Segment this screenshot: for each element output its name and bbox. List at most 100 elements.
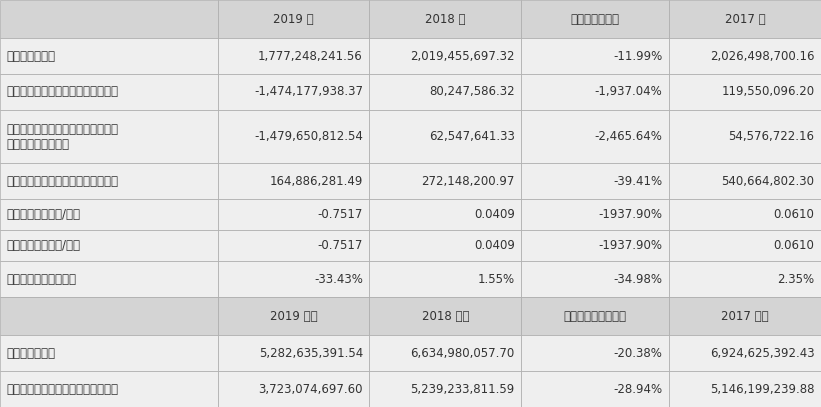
Text: -1937.90%: -1937.90% (599, 208, 663, 221)
Text: 164,886,281.49: 164,886,281.49 (269, 175, 363, 188)
Text: 80,247,586.32: 80,247,586.32 (429, 85, 515, 98)
Bar (521, 0, 669, 38)
Text: 272,148,200.97: 272,148,200.97 (421, 175, 515, 188)
Bar (669, 0, 821, 38)
Bar (218, 74, 369, 110)
Bar (0, 0, 218, 38)
Bar (0, 230, 218, 261)
Bar (0, 163, 218, 199)
Text: 2.35%: 2.35% (777, 273, 814, 286)
Bar (218, 110, 369, 163)
Bar (0, 199, 218, 230)
Text: 2017 年末: 2017 年末 (721, 310, 769, 323)
Text: 62,547,641.33: 62,547,641.33 (429, 130, 515, 143)
Text: 营业收入（元）: 营业收入（元） (7, 50, 56, 63)
Bar (669, 199, 821, 230)
Bar (218, 371, 369, 407)
Text: 资产总额（元）: 资产总额（元） (7, 347, 56, 360)
Bar (369, 230, 521, 261)
Text: 2019 年: 2019 年 (273, 13, 314, 26)
Text: 0.0409: 0.0409 (474, 239, 515, 252)
Text: -20.38%: -20.38% (613, 347, 663, 360)
Text: -11.99%: -11.99% (613, 50, 663, 63)
Text: 本年末比上年末增减: 本年末比上年末增减 (564, 310, 626, 323)
Bar (369, 199, 521, 230)
Bar (521, 371, 669, 407)
Bar (369, 110, 521, 163)
Text: -1937.90%: -1937.90% (599, 239, 663, 252)
Bar (0, 297, 218, 335)
Bar (0, 261, 218, 297)
Text: 119,550,096.20: 119,550,096.20 (722, 85, 814, 98)
Text: 本年比上年增减: 本年比上年增减 (571, 13, 620, 26)
Bar (218, 163, 369, 199)
Text: 2,026,498,700.16: 2,026,498,700.16 (710, 50, 814, 63)
Bar (369, 371, 521, 407)
Text: 6,924,625,392.43: 6,924,625,392.43 (710, 347, 814, 360)
Bar (521, 297, 669, 335)
Bar (521, 38, 669, 74)
Bar (218, 0, 369, 38)
Bar (369, 335, 521, 371)
Text: 归属于上市公司股东的净资产（元）: 归属于上市公司股东的净资产（元） (7, 383, 118, 396)
Bar (369, 297, 521, 335)
Text: -1,474,177,938.37: -1,474,177,938.37 (254, 85, 363, 98)
Bar (369, 74, 521, 110)
Bar (669, 110, 821, 163)
Bar (369, 0, 521, 38)
Text: 3,723,074,697.60: 3,723,074,697.60 (259, 383, 363, 396)
Text: 2,019,455,697.32: 2,019,455,697.32 (410, 50, 515, 63)
Bar (521, 74, 669, 110)
Text: 2018 年: 2018 年 (425, 13, 466, 26)
Bar (218, 335, 369, 371)
Bar (521, 199, 669, 230)
Text: 0.0409: 0.0409 (474, 208, 515, 221)
Bar (369, 163, 521, 199)
Text: 54,576,722.16: 54,576,722.16 (728, 130, 814, 143)
Bar (0, 38, 218, 74)
Bar (218, 261, 369, 297)
Bar (218, 199, 369, 230)
Bar (521, 110, 669, 163)
Text: 5,239,233,811.59: 5,239,233,811.59 (410, 383, 515, 396)
Text: -1,937.04%: -1,937.04% (594, 85, 663, 98)
Text: 5,146,199,239.88: 5,146,199,239.88 (710, 383, 814, 396)
Text: -0.7517: -0.7517 (318, 239, 363, 252)
Text: -1,479,650,812.54: -1,479,650,812.54 (254, 130, 363, 143)
Bar (669, 74, 821, 110)
Text: 稀释每股收益（元/股）: 稀释每股收益（元/股） (7, 239, 80, 252)
Bar (218, 38, 369, 74)
Bar (521, 230, 669, 261)
Text: 6,634,980,057.70: 6,634,980,057.70 (410, 347, 515, 360)
Text: 归属于上市公司股东的扣除非经常性
损益的净利润（元）: 归属于上市公司股东的扣除非经常性 损益的净利润（元） (7, 123, 118, 151)
Bar (521, 163, 669, 199)
Text: 5,282,635,391.54: 5,282,635,391.54 (259, 347, 363, 360)
Text: -34.98%: -34.98% (613, 273, 663, 286)
Text: 1.55%: 1.55% (478, 273, 515, 286)
Text: 基本每股收益（元/股）: 基本每股收益（元/股） (7, 208, 80, 221)
Bar (669, 38, 821, 74)
Text: -2,465.64%: -2,465.64% (594, 130, 663, 143)
Text: 2019 年末: 2019 年末 (269, 310, 318, 323)
Text: 2017 年: 2017 年 (725, 13, 765, 26)
Text: 0.0610: 0.0610 (773, 239, 814, 252)
Text: 1,777,248,241.56: 1,777,248,241.56 (258, 50, 363, 63)
Bar (0, 371, 218, 407)
Bar (669, 335, 821, 371)
Bar (0, 335, 218, 371)
Text: -0.7517: -0.7517 (318, 208, 363, 221)
Bar (669, 297, 821, 335)
Text: 经营活动产生的现金流量净额（元）: 经营活动产生的现金流量净额（元） (7, 175, 118, 188)
Text: 加权平均净资产收益率: 加权平均净资产收益率 (7, 273, 76, 286)
Text: -33.43%: -33.43% (314, 273, 363, 286)
Bar (669, 371, 821, 407)
Text: 540,664,802.30: 540,664,802.30 (722, 175, 814, 188)
Bar (369, 38, 521, 74)
Bar (0, 110, 218, 163)
Bar (369, 261, 521, 297)
Bar (669, 230, 821, 261)
Bar (218, 297, 369, 335)
Bar (218, 230, 369, 261)
Bar (669, 163, 821, 199)
Text: -39.41%: -39.41% (613, 175, 663, 188)
